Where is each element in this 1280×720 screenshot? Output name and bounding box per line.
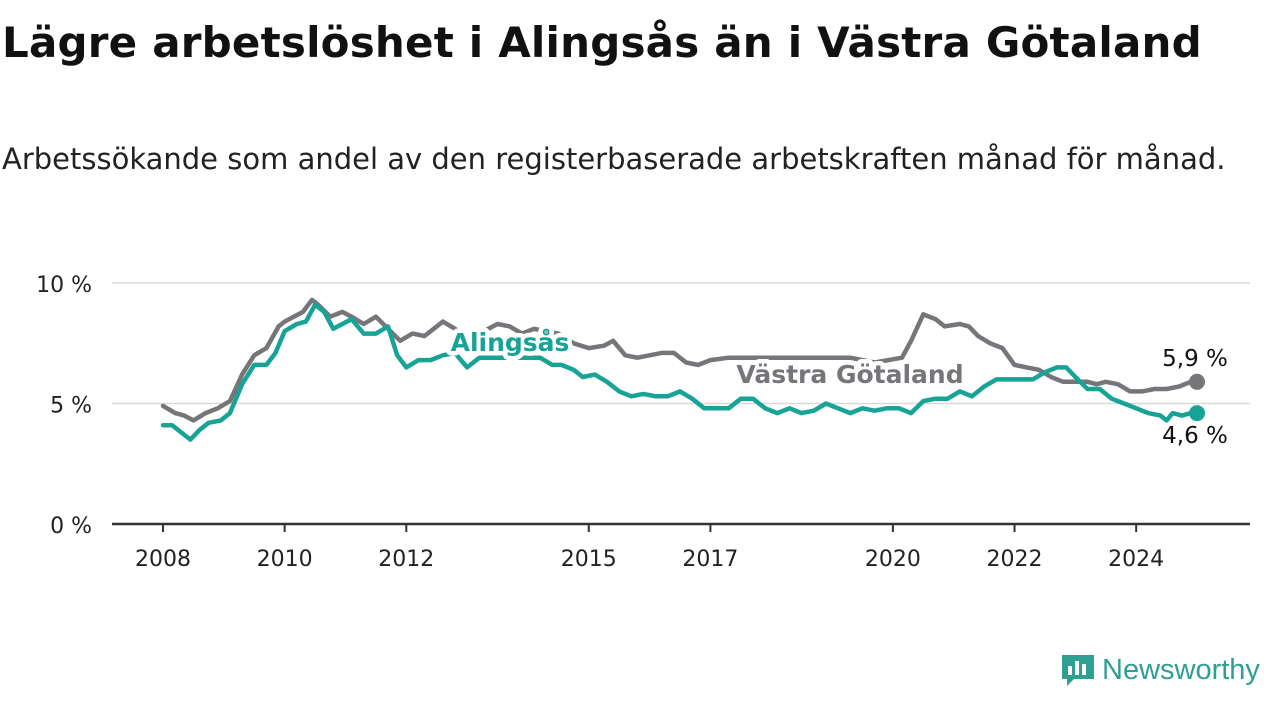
series-name-halo-alings-s: Alingsås [451, 328, 570, 357]
gridlines [112, 282, 1250, 405]
x-tick-label: 2012 [378, 547, 434, 572]
chart-subtitle: Arbetssökande som andel av den registerb… [2, 142, 1226, 176]
y-tick-label: 5 % [50, 394, 92, 419]
x-tick-label: 2024 [1108, 547, 1164, 572]
x-tick-label: 2017 [682, 547, 738, 572]
x-tick-label: 2008 [135, 547, 191, 572]
y-tick-label: 10 % [36, 273, 92, 298]
chart-title: Lägre arbetslöshet i Alingsås än i Västr… [2, 18, 1202, 67]
series-line-v-stra-g-taland [160, 297, 1200, 423]
series-end-label-alings-s: 4,6 % [1162, 423, 1228, 449]
x-tick-label: 2022 [987, 547, 1043, 572]
series-name-label-v-stra-g-taland: Västra Götaland [736, 360, 963, 389]
series-name-label-alings-s: Alingsås [451, 328, 570, 357]
series-name-halo-v-stra-g-taland: Västra Götaland [736, 360, 963, 389]
series-end-marker-v-stra-g-taland [1189, 373, 1205, 390]
series-line-alings-s [160, 302, 1200, 442]
x-tick-label: 2010 [257, 547, 313, 572]
x-tick-label: 2020 [865, 547, 921, 572]
series-end-label-v-stra-g-taland: 5,9 % [1162, 346, 1228, 372]
series-end-marker-alings-s [1189, 405, 1205, 422]
axes: 0 % 5 % 10 % 2008 2010 2012 2015 2017 2020 2022 20… [36, 273, 1250, 572]
x-tick-label: 2015 [561, 547, 617, 572]
newsworthy-logo-icon [1062, 655, 1094, 686]
y-tick-label: 0 % [50, 514, 92, 539]
brand-name: Newsworthy [1102, 653, 1260, 686]
newsworthy-brand[interactable]: Newsworthy [1060, 652, 1260, 688]
series-lines [160, 297, 1205, 442]
